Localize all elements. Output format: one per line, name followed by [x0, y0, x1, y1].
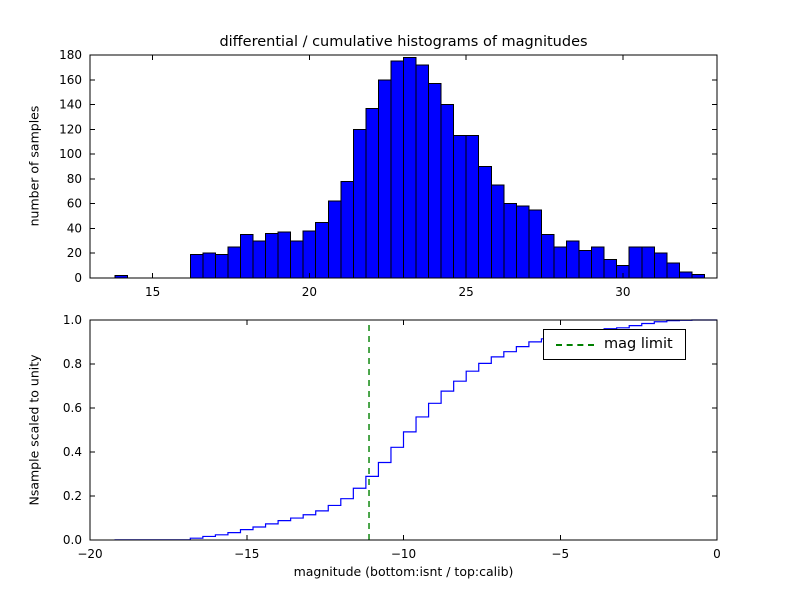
svg-text:0.6: 0.6 — [63, 401, 82, 415]
svg-text:0.8: 0.8 — [63, 357, 82, 371]
svg-text:80: 80 — [67, 172, 82, 186]
svg-text:100: 100 — [59, 147, 82, 161]
legend-label: mag limit — [604, 336, 673, 352]
dashed-line-icon — [556, 343, 594, 346]
svg-text:−10: −10 — [391, 547, 416, 561]
svg-text:20: 20 — [67, 246, 82, 260]
legend: mag limit — [543, 329, 686, 360]
svg-text:0.2: 0.2 — [63, 489, 82, 503]
bottom-xlabel: magnitude (bottom:isnt / top:calib) — [293, 564, 514, 579]
bottom-cumulative-line — [114, 319, 717, 541]
svg-text:15: 15 — [145, 285, 160, 299]
svg-text:20: 20 — [302, 285, 317, 299]
top-histogram-bars — [114, 56, 705, 279]
svg-text:140: 140 — [59, 98, 82, 112]
svg-text:60: 60 — [67, 197, 82, 211]
svg-text:0.0: 0.0 — [63, 533, 82, 547]
svg-text:0: 0 — [713, 547, 721, 561]
svg-text:30: 30 — [615, 285, 630, 299]
chart-title: differential / cumulative histograms of … — [219, 34, 588, 50]
svg-text:40: 40 — [67, 221, 82, 235]
svg-text:−15: −15 — [234, 547, 259, 561]
svg-text:180: 180 — [59, 48, 82, 62]
svg-text:120: 120 — [59, 122, 82, 136]
svg-text:0: 0 — [74, 271, 82, 285]
svg-text:25: 25 — [459, 285, 474, 299]
svg-text:−20: −20 — [77, 547, 102, 561]
bottom-axes: −20 −15 −10 −5 0 0.0 0.2 0.4 0.6 0.8 1.0 — [63, 313, 721, 561]
svg-text:160: 160 — [59, 73, 82, 87]
svg-text:1.0: 1.0 — [63, 313, 82, 327]
top-axes: 15 20 25 30 0 20 40 60 80 100 120 140 160 180 — [59, 48, 718, 299]
svg-text:0.4: 0.4 — [63, 445, 82, 459]
svg-text:−5: −5 — [551, 547, 569, 561]
